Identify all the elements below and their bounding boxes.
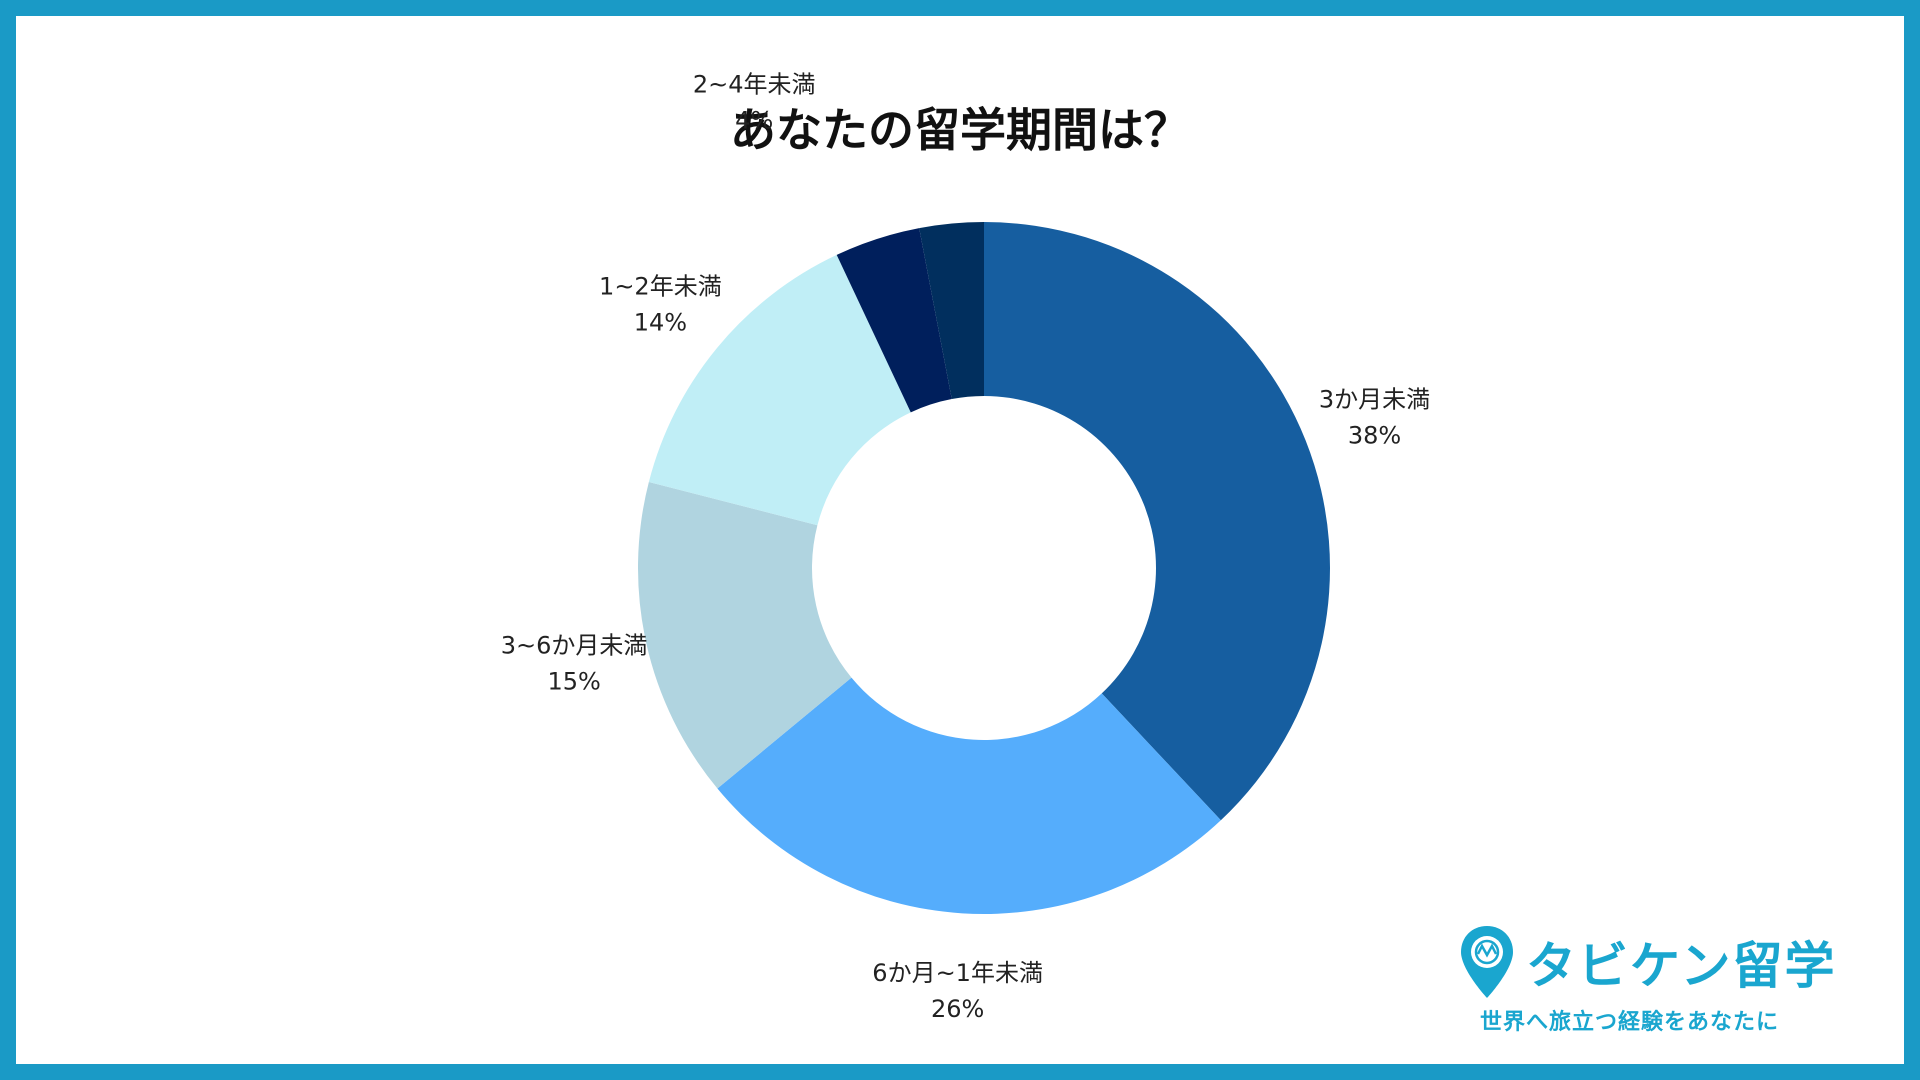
donut-chart: 3か月未満 38% 6か月~1年未満 26% 3~6か月未満 15% 1~2年未満 14% 2~… [501, 71, 1430, 1024]
chart-title: あなたの留学期間は？ [730, 103, 1190, 157]
slice-category-label: 1~2年未満 [599, 272, 722, 300]
donut-slice [984, 222, 1330, 821]
slice-value-label: 15% [547, 668, 600, 696]
donut-slice [836, 228, 952, 413]
slice-value-label: 4% [735, 107, 773, 135]
slice-value-label: 14% [634, 308, 687, 336]
donut-slice [637, 481, 852, 789]
slice-category-label: 2~4年未満 [693, 71, 816, 99]
slice-category-label: 3~6か月未満 [501, 632, 648, 660]
map-pin-icon [1461, 926, 1513, 998]
slice-category-label: 6か月~1年未満 [872, 959, 1043, 987]
donut-slice [717, 677, 1221, 914]
donut-slice [919, 222, 984, 400]
brand-tagline: 世界へ旅立つ経験をあなたに [1480, 1010, 1780, 1035]
brand-name: タビケン留学 [1526, 937, 1837, 995]
slice-value-label: 38% [1348, 421, 1401, 449]
brand-logo: タビケン留学 世界へ旅立つ経験をあなたに [1458, 918, 1878, 1048]
donut-slice [648, 254, 911, 526]
slice-value-label: 26% [931, 995, 984, 1023]
chart-frame: あなたの留学期間は？ 3か月未満 38% 6か月~1年未満 26% 3~6か月未満 15%… [16, 16, 1904, 1064]
slice-category-label: 3か月未満 [1319, 385, 1430, 413]
